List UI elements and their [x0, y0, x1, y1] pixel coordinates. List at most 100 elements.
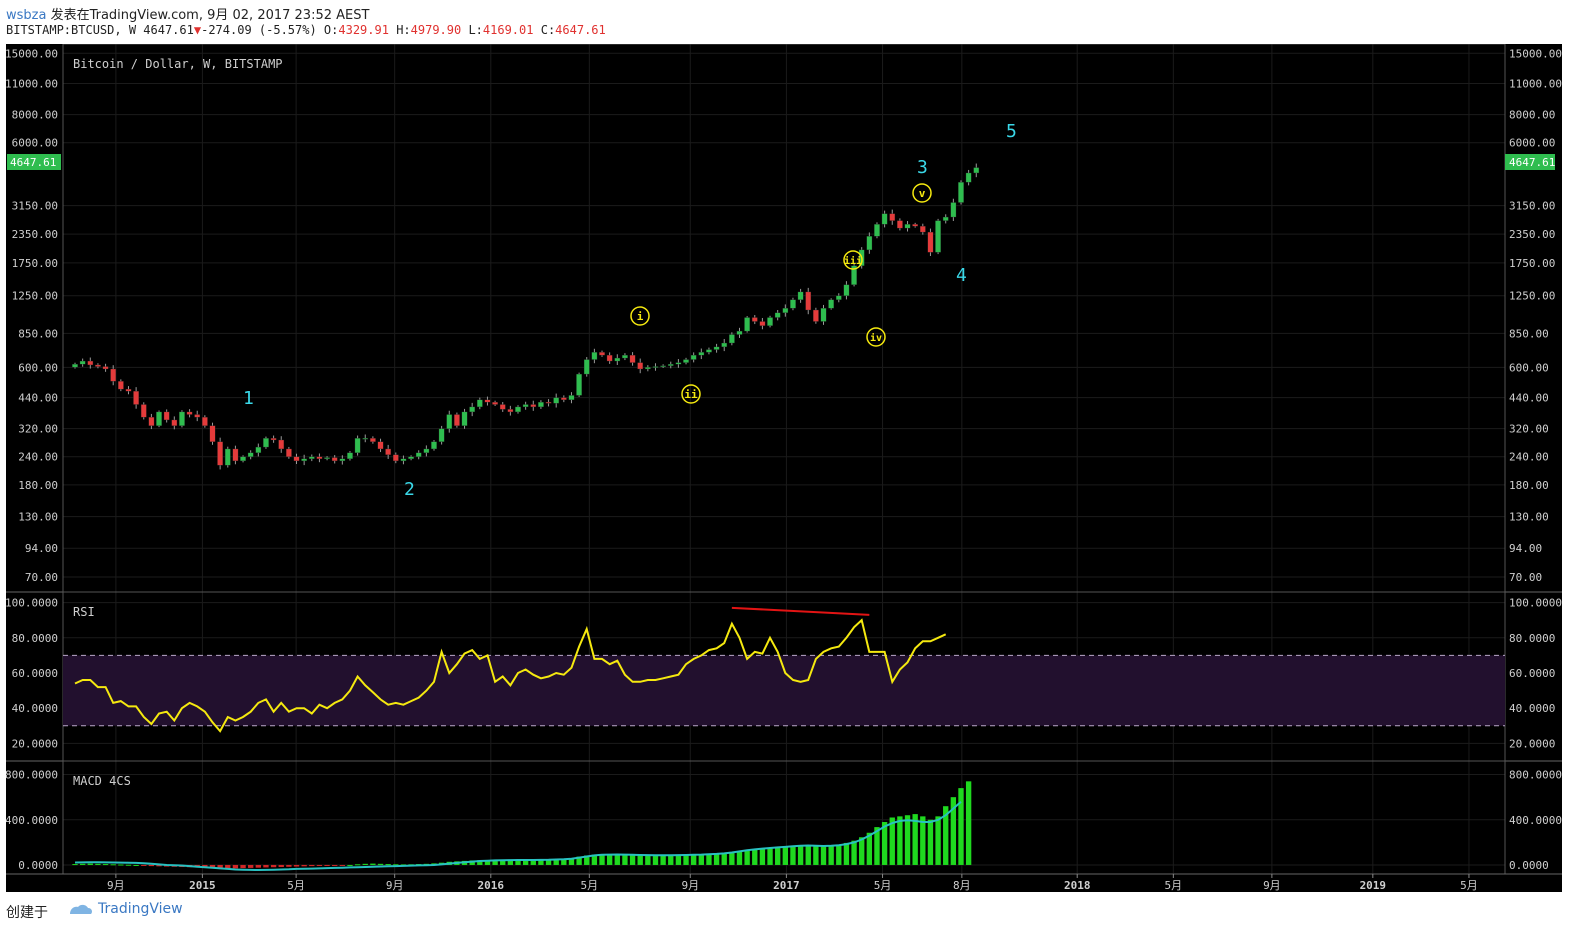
macd-line: [74, 800, 962, 872]
candle-body: [224, 448, 231, 466]
candle-body: [408, 456, 414, 459]
candle-body: [851, 265, 857, 285]
candle-body: [171, 419, 178, 426]
candle-body: [645, 367, 651, 370]
low-label: L:: [468, 23, 483, 37]
candle-body: [973, 167, 980, 174]
candle-body: [324, 457, 330, 459]
macd-bar: [354, 864, 361, 866]
macd-bar: [660, 855, 666, 865]
macd-bar: [469, 860, 475, 865]
candle-body: [652, 366, 659, 368]
macd-bar: [118, 864, 124, 866]
candle-body: [545, 401, 552, 404]
price-tick-right: 1250.00: [1509, 290, 1555, 303]
price-tick-left: 600.00: [18, 361, 58, 374]
candle-body: [79, 360, 86, 365]
candle-body: [156, 411, 162, 426]
candle-body: [247, 452, 254, 457]
macd-bar: [965, 781, 972, 865]
rsi-band: [63, 655, 1505, 726]
price-badge-left-text: 4647.61: [10, 156, 56, 169]
time-tick-label: 5月: [287, 879, 305, 892]
time-tick-label: 9月: [386, 879, 404, 892]
macd-bar: [553, 859, 559, 865]
macd-bar: [79, 863, 86, 865]
macd-bar: [912, 814, 918, 865]
price-tick-left: 11000.00: [6, 78, 58, 91]
subwave-ii-marker: ii: [681, 384, 701, 404]
price-tick-left: 240.00: [18, 451, 58, 464]
macd-tick-left: 400.0000: [6, 814, 58, 827]
subwave-iv-marker: iv: [866, 327, 886, 347]
time-tick-label: 2016: [478, 879, 505, 892]
time-tick-label: 2019: [1360, 879, 1387, 892]
candle-body: [95, 364, 101, 367]
candle-body: [805, 291, 812, 311]
candle-body: [438, 428, 445, 442]
subwave-iii-text: iii: [844, 255, 862, 267]
author-link[interactable]: wsbza: [6, 8, 47, 23]
rsi-label: RSI: [73, 605, 95, 619]
price-badge-right-text: 4647.61: [1509, 156, 1555, 169]
price-tick-left: 320.00: [18, 423, 58, 436]
rsi-line: [74, 618, 947, 733]
macd-bar: [561, 858, 567, 865]
macd-bar: [324, 864, 330, 866]
macd-bar: [706, 854, 712, 865]
candle-body: [637, 362, 644, 370]
price-tick-left: 130.00: [18, 511, 58, 524]
macd-bar: [935, 816, 941, 865]
price-tick-left: 6000.00: [12, 137, 58, 150]
candle-body: [461, 411, 468, 426]
candle-body: [469, 406, 476, 413]
candle-body: [950, 202, 957, 218]
macd-bar: [668, 855, 674, 865]
macd-bar: [332, 864, 338, 866]
candle-body: [202, 417, 208, 426]
candle-body: [843, 284, 850, 296]
macd-bar: [110, 864, 116, 866]
subwave-iv-text: iv: [870, 332, 882, 344]
divergence-line: [731, 606, 870, 616]
macd-bar: [828, 845, 834, 865]
price-tick-left: 1250.00: [12, 290, 58, 303]
candle-body: [629, 354, 636, 363]
time-tick-label: 9月: [681, 879, 699, 892]
macd-bar: [820, 845, 827, 865]
candle-body: [316, 456, 323, 459]
macd-bar: [874, 827, 880, 865]
tradingview-link[interactable]: TradingView: [98, 901, 183, 917]
rsi-axis: 100.0000 100.0000 80.0000 80.0000 60.0000 60.…: [5, 597, 1562, 751]
price-tick-left: 1750.00: [12, 257, 58, 270]
candle-body: [72, 363, 78, 368]
rsi-tick-left: 80.0000: [12, 632, 58, 645]
candle-body: [423, 448, 430, 453]
time-tick-label: 5月: [1165, 879, 1183, 892]
created-with-label: 创建于: [6, 905, 48, 921]
candle-body: [385, 448, 391, 455]
price-tick-right: 6000.00: [1509, 137, 1555, 150]
candle-body: [194, 414, 201, 418]
price-axis: 15000.00 15000.00 11000.00 11000.00 8000.00 8…: [5, 47, 1562, 584]
macd-bar: [316, 864, 323, 866]
candle-body: [614, 357, 621, 362]
time-tick-label: 2017: [773, 879, 800, 892]
candle-body: [774, 312, 781, 318]
price-tick-left: 8000.00: [12, 109, 58, 122]
candle-body: [133, 391, 139, 405]
price-tick-right: 440.00: [1509, 392, 1549, 405]
candle-body: [835, 295, 842, 300]
candle-body: [339, 458, 346, 462]
candle-body: [813, 309, 819, 322]
macd-bar: [538, 859, 544, 865]
high-value: 4979.90: [410, 23, 462, 37]
macd-bar: [309, 864, 315, 867]
macd-bar: [400, 864, 407, 866]
macd-bar: [500, 859, 506, 865]
candle-body: [606, 354, 613, 362]
candle-body: [110, 368, 117, 382]
price-tick-right: 3150.00: [1509, 200, 1555, 213]
chart-canvas[interactable]: Bitcoin / Dollar, W, BITSTAMP 15000.00 15…: [5, 43, 1562, 892]
macd-bar: [217, 864, 223, 869]
